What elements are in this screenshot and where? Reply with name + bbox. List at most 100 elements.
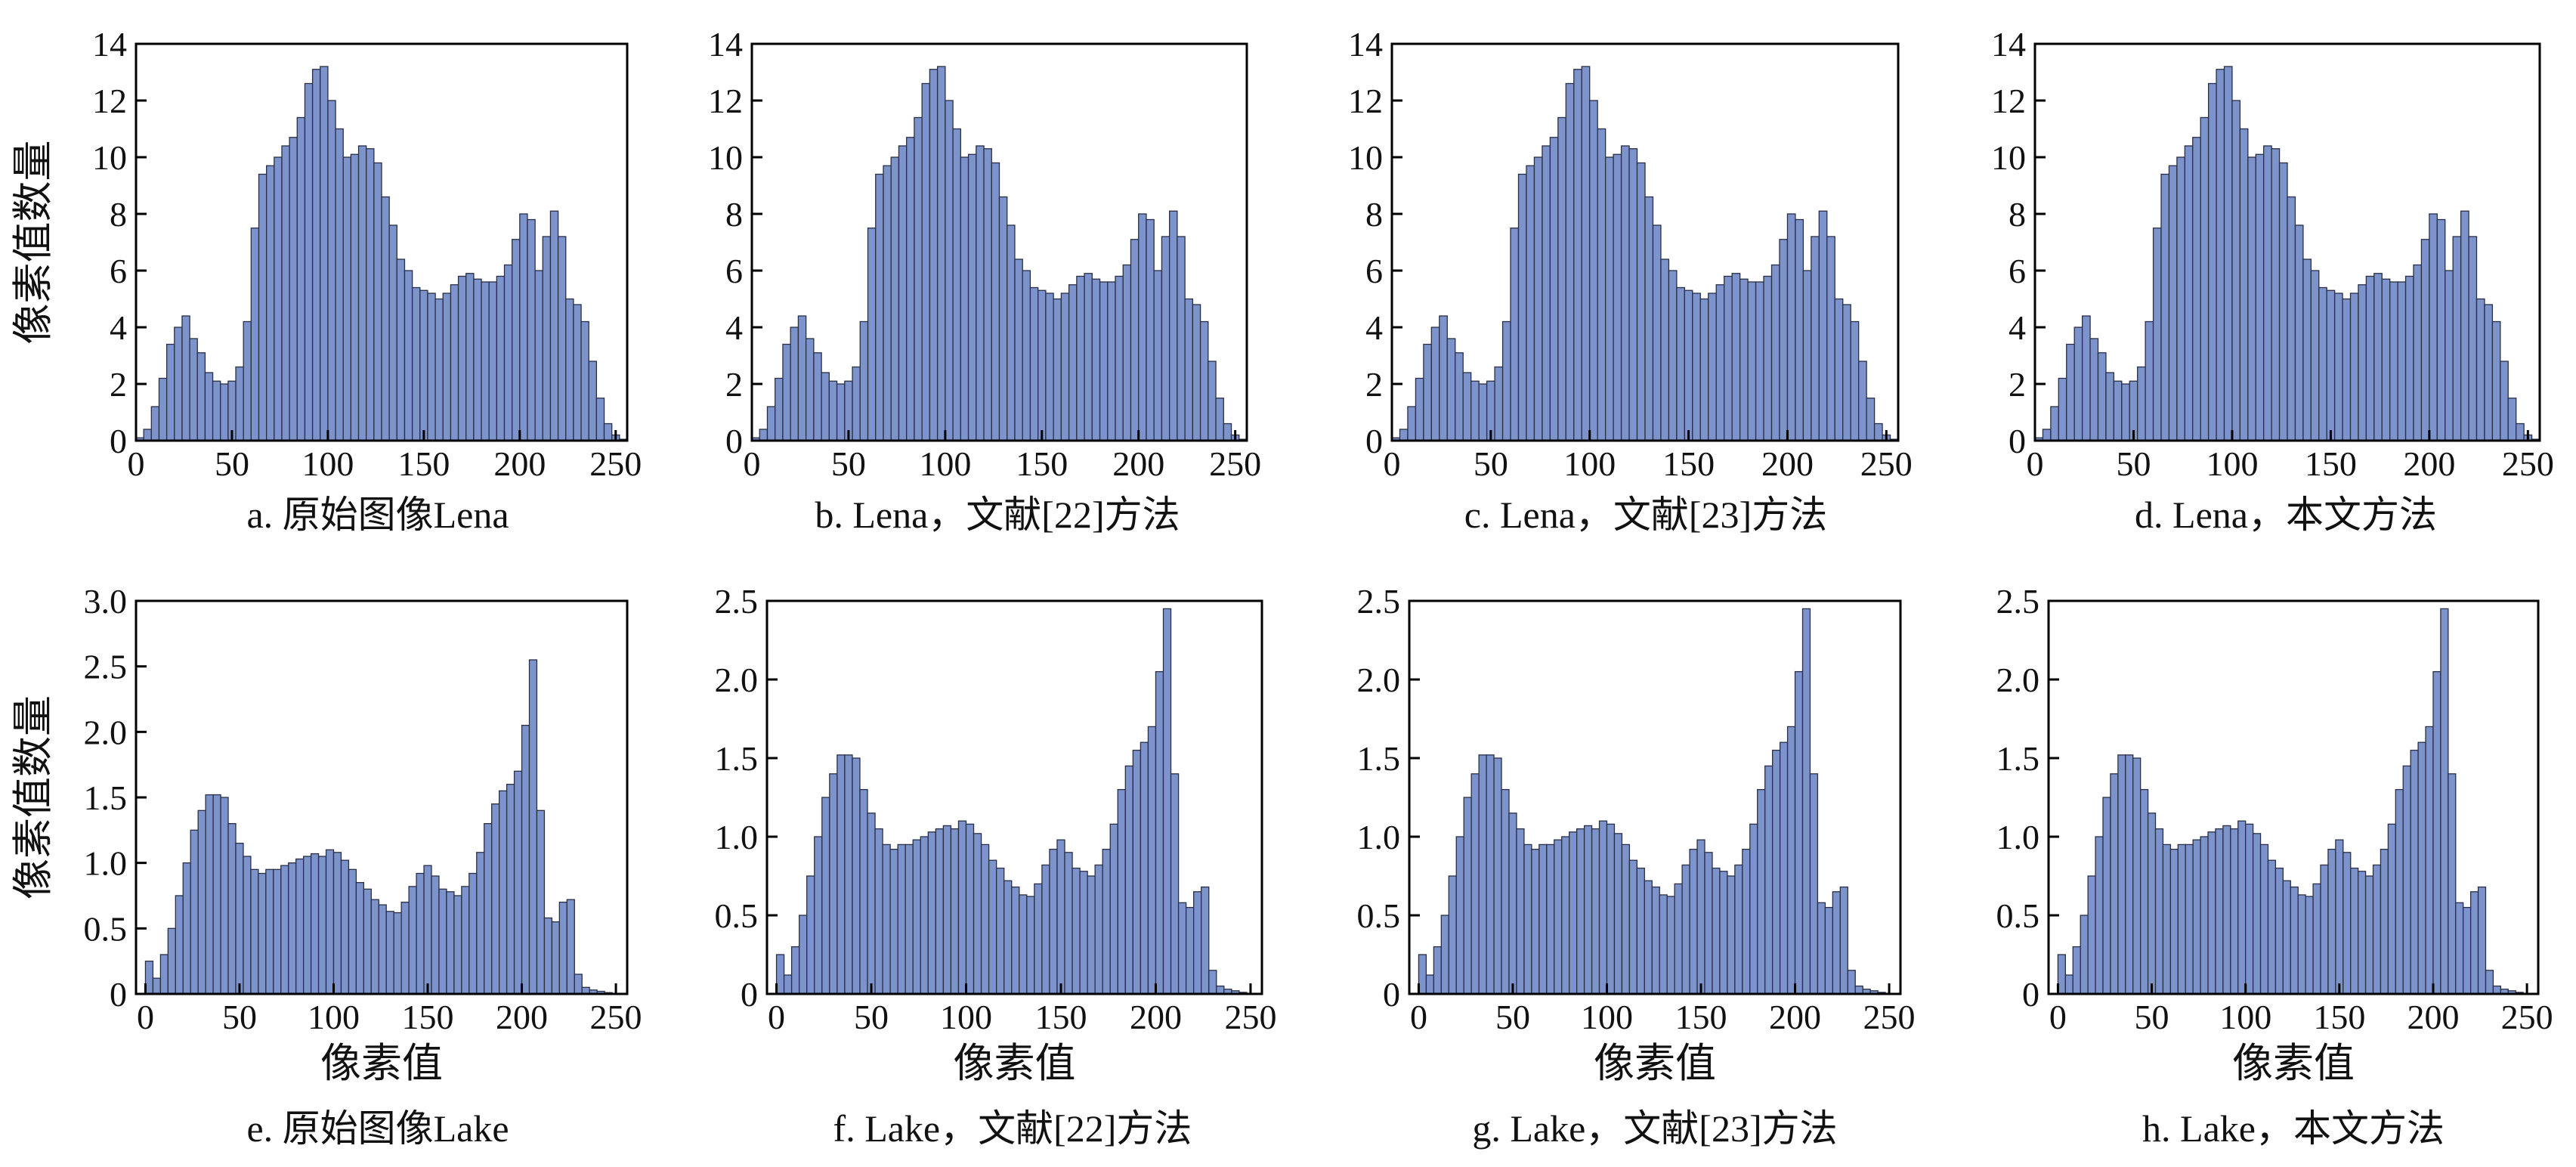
histogram-bar (476, 852, 485, 995)
panel-d: 0 50 100 150 200 250 0 2 4 6 8 10 12 14 d. Lena，本文方法 (1991, 25, 2554, 536)
histogram-bar (446, 891, 455, 995)
histogram-bar (2302, 258, 2312, 441)
histogram-bar (2364, 875, 2374, 995)
histogram-bar (1660, 258, 1670, 441)
histogram-bar (2484, 304, 2494, 441)
histogram-bar (212, 380, 221, 441)
histogram-bar (551, 921, 560, 995)
y-tick-label: 0 (110, 975, 127, 1014)
histogram-bar (759, 429, 768, 441)
histogram-bar (782, 343, 791, 441)
y-tick-label: 0.5 (84, 909, 128, 948)
histogram-bar (821, 372, 830, 441)
histogram-bar (1636, 162, 1646, 441)
histogram-bar (1696, 839, 1705, 995)
y-tick-label: 14 (92, 25, 127, 63)
histogram-bar (342, 156, 352, 441)
histogram-bar (806, 875, 815, 995)
histogram-bar (2297, 894, 2306, 995)
histogram-bar (603, 423, 613, 441)
histogram-bar (1223, 423, 1232, 441)
histogram-bar (457, 275, 467, 441)
histogram-bar (512, 239, 521, 441)
histogram-bar (1184, 298, 1194, 441)
histogram-bar (265, 868, 274, 995)
histogram-bar (906, 137, 915, 441)
histogram-bar (2200, 116, 2210, 441)
histogram-bar (1177, 236, 1186, 441)
histogram-bar (363, 888, 372, 995)
y-tick-label: 0 (1383, 975, 1400, 1014)
x-tick-label: 50 (1474, 444, 1508, 483)
histogram-bar (1779, 741, 1789, 995)
histogram-bar (2417, 741, 2426, 995)
histogram-bar (1109, 823, 1118, 995)
histogram-bar (1666, 896, 1675, 995)
x-axis-label: 像素值 (2232, 1041, 2355, 1086)
histogram-bar (2192, 839, 2201, 995)
histogram-bar (920, 836, 929, 995)
histogram-bar (2395, 788, 2404, 995)
x-tick-label: 250 (1224, 998, 1276, 1036)
histogram-bar (143, 429, 152, 441)
x-tick-label: 200 (2403, 444, 2455, 483)
histogram-bar (2365, 275, 2375, 441)
histogram-bar (542, 236, 552, 441)
histogram-bar (1501, 320, 1511, 441)
y-tick-label: 4 (1365, 308, 1383, 347)
histogram-bar (1423, 343, 1433, 441)
panel-a: 0 50 100 150 200 250 0 2 4 6 8 10 12 14 像素值数量 a. 原始图像… (11, 25, 642, 536)
x-tick-label: 0 (1410, 998, 1427, 1036)
histogram-bar (2089, 338, 2099, 441)
histogram-bar (1053, 298, 1062, 441)
histogram-bar (152, 977, 162, 995)
histogram-bar (1565, 82, 1575, 441)
histogram-bar (450, 284, 459, 441)
histogram-bar (1842, 304, 1851, 441)
histogram-bar (335, 128, 344, 441)
x-axis-label: 像素值 (954, 1041, 1076, 1086)
x-tick-label: 150 (1034, 998, 1087, 1036)
histogram-bar (1583, 825, 1593, 995)
histogram-bar (1826, 236, 1835, 441)
histogram-bar (790, 946, 800, 995)
histogram-bar (2064, 974, 2073, 995)
histogram-bar (1399, 429, 1409, 441)
histogram-bar (2271, 148, 2281, 441)
histogram-bar (1407, 406, 1417, 441)
panel-f: 0 50 100 150 200 250 0 0.5 1.0 1.5 2.0 2.5 像素值 f. L… (715, 582, 1277, 1150)
histogram-bar (2263, 145, 2272, 441)
histogram-bar (1508, 813, 1517, 995)
histogram-bar (1084, 273, 1093, 441)
histogram-bar (912, 839, 921, 995)
histogram-bar (325, 849, 335, 995)
histogram-bar (1003, 880, 1013, 995)
histogram-bar (1538, 844, 1548, 995)
histogram-bar (2436, 218, 2446, 441)
histogram-bar (1809, 773, 1819, 995)
y-tick-label: 10 (1348, 138, 1383, 177)
histogram-bar (465, 273, 475, 441)
histogram-bar (1786, 213, 1796, 441)
y-tick-label: 2.5 (1996, 582, 2040, 621)
histogram-bar (1415, 377, 1424, 441)
histogram-bar (419, 289, 428, 441)
histogram-bar (1786, 726, 1796, 995)
histogram-bar (898, 145, 908, 441)
y-tick-label: 12 (1991, 82, 2026, 120)
histogram-bar (159, 954, 169, 995)
histogram-bar (1425, 974, 1435, 995)
histogram-bar (1757, 788, 1766, 995)
histogram-bar (1598, 820, 1608, 995)
histogram-bar (366, 148, 375, 441)
histogram-bar (1839, 886, 1848, 995)
histogram-bar (411, 286, 421, 441)
histogram-bar (220, 383, 229, 441)
x-tick-label: 50 (215, 444, 249, 483)
histogram-bar (288, 862, 297, 995)
x-tick-label: 0 (128, 444, 145, 483)
y-tick-label: 1.0 (1996, 818, 2040, 856)
histogram-bar (1620, 145, 1630, 441)
histogram-bar (513, 770, 523, 995)
histogram-bar (2349, 293, 2359, 441)
